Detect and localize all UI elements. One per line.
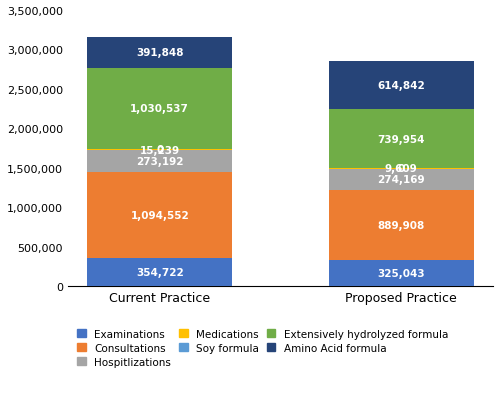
Bar [88, 151, 232, 172]
Bar [88, 150, 232, 151]
Text: 0: 0 [156, 145, 164, 155]
Text: 1,094,552: 1,094,552 [130, 210, 189, 220]
Bar [329, 169, 474, 191]
Text: 739,954: 739,954 [378, 134, 425, 144]
Text: 889,908: 889,908 [378, 221, 425, 231]
Bar [88, 258, 232, 286]
Text: 354,722: 354,722 [136, 267, 184, 277]
Bar [329, 191, 474, 261]
Legend: Examinations, Consultations, Hospitlizations, Medications, Soy formula, Extensiv: Examinations, Consultations, Hospitlizat… [73, 325, 452, 371]
Text: 1,030,537: 1,030,537 [130, 104, 189, 114]
Text: 15,239: 15,239 [140, 145, 180, 155]
Text: 614,842: 614,842 [378, 81, 425, 91]
Text: 0: 0 [398, 163, 405, 173]
Bar [329, 110, 474, 169]
Text: 9,609: 9,609 [385, 164, 418, 174]
Bar [88, 68, 232, 150]
Bar [329, 261, 474, 286]
Text: 273,192: 273,192 [136, 157, 184, 166]
Text: 391,848: 391,848 [136, 48, 184, 58]
Bar [88, 38, 232, 68]
Bar [88, 172, 232, 258]
Bar [329, 62, 474, 110]
Text: 274,169: 274,169 [378, 175, 425, 185]
Text: 325,043: 325,043 [378, 269, 425, 279]
